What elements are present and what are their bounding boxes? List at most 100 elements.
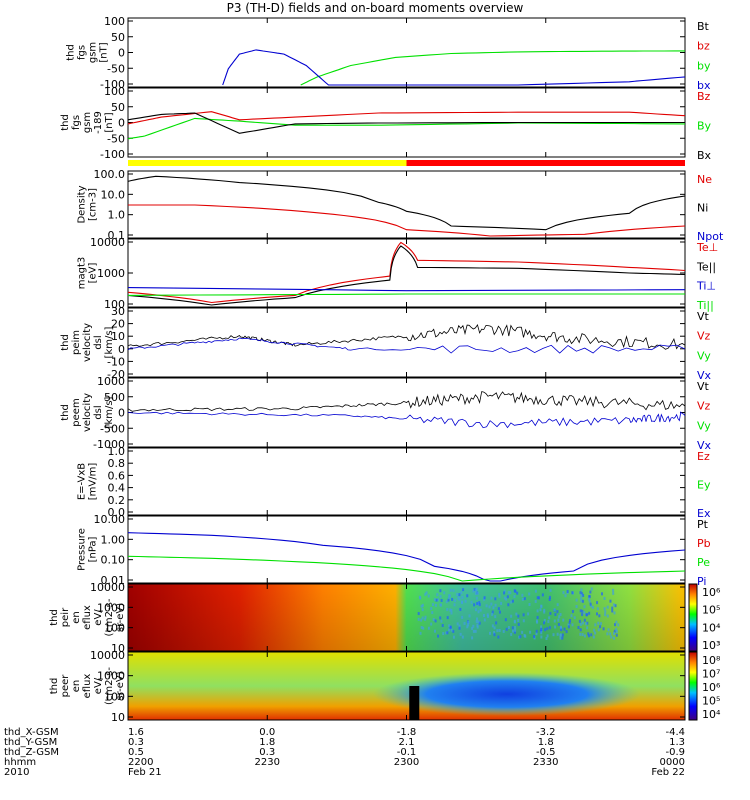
footer-value: 1.6 (128, 727, 144, 738)
y-tick-label: 1000 (97, 601, 125, 614)
footer-value: 2200 (128, 757, 153, 768)
footer-label: thd_X-GSM (4, 727, 59, 738)
panel-temp: 10000 1000 100 magt3 [eV] Te⊥ Te|| Ti⊥ Ti|| (77, 236, 719, 312)
series-ti (127, 293, 685, 296)
y-axis-label: thd (49, 678, 60, 695)
y-tick-label: 1000 (97, 267, 125, 280)
series-ni (127, 175, 686, 231)
y-tick-label: 0 (118, 407, 125, 420)
legend-pt: Pt (697, 518, 709, 531)
footer-value: Feb 21 (128, 767, 162, 778)
y-tick-label: 10 (111, 642, 125, 655)
y-axis-label: dsl (93, 335, 104, 349)
legend-by: by (697, 59, 711, 72)
colorbar (688, 651, 698, 721)
panel-frame (127, 238, 686, 308)
y-axis-label: fgs (77, 45, 88, 60)
footer-value: 2330 (533, 757, 558, 768)
legend-vz: Vz (697, 400, 711, 413)
footer-value: 0000 (660, 757, 685, 768)
y-tick-label: 0.0 (108, 506, 126, 519)
y-tick-label: 100 (104, 298, 125, 311)
series-vx (127, 337, 686, 354)
legend-ez: Ez (697, 450, 710, 463)
y-axis-label: eV/ (93, 609, 104, 626)
colorbar-tick: 10⁵ (702, 604, 720, 617)
y-axis-label: -189 (93, 111, 104, 134)
y-tick-label: 100.0 (94, 168, 126, 181)
legend-pe: Pe (697, 556, 710, 569)
footer-value: 0.3 (128, 737, 144, 748)
y-tick-label: 100 (104, 690, 125, 703)
y-axis-label: (cm2-s- (104, 598, 115, 636)
series-by (127, 117, 686, 140)
y-axis-label: sr-eV) (115, 671, 126, 700)
series-te (127, 245, 686, 306)
footer-value: -1.8 (397, 727, 417, 738)
y-axis-label: [km/s] (104, 326, 115, 358)
y-tick-label: 50 (111, 101, 125, 114)
y-tick-label: 100 (104, 85, 125, 98)
colorbar-tick: 10⁴ (702, 708, 721, 721)
y-tick-label: 50 (111, 31, 125, 44)
series-bz (127, 111, 686, 125)
y-axis-label: [cm-3] (88, 188, 99, 221)
panel-efield: 1.00.80.60.40.20.0 E=-VxB [mV/m] Ez Ey Ex (77, 445, 711, 520)
footer-value: Feb 22 (651, 767, 685, 778)
series-pi (127, 532, 686, 582)
y-tick-label: -50 (107, 132, 125, 145)
colorbar-tick: 10⁶ (702, 681, 721, 694)
y-tick-label: 0 (118, 117, 125, 130)
panel-frame (127, 377, 686, 448)
footer-value: -3.2 (536, 727, 556, 738)
y-tick-label: 0.1 (108, 229, 126, 242)
y-axis-label: eflux (82, 605, 93, 630)
series-ne (128, 204, 686, 237)
series-bx (222, 49, 686, 86)
series-by (300, 50, 685, 86)
y-tick-label: 10.0 (101, 188, 126, 201)
y-axis-label: eV/ (93, 677, 104, 694)
y-axis-label: peim (71, 330, 82, 355)
y-tick-label: 10.00 (94, 513, 126, 526)
y-tick-label: 100 (104, 622, 125, 635)
y-tick-label: 0.8 (108, 457, 126, 470)
footer-label: thd_Y-GSM (4, 737, 57, 748)
y-axis-label: dsl (93, 405, 104, 419)
footer-value: 2.1 (399, 737, 415, 748)
y-axis-label: Pressure (77, 528, 88, 571)
y-tick-label: -500 (100, 422, 125, 435)
y-tick-label: 0.2 (108, 494, 126, 507)
legend-pi: Pi (697, 575, 706, 588)
y-axis-label: eflux (82, 674, 93, 699)
legend-vt: Vt (697, 310, 710, 323)
y-axis-label: peir (60, 607, 71, 627)
y-axis-label: gsm (88, 42, 99, 63)
legend-pb: Pb (697, 537, 711, 550)
y-tick-label: 1000 (97, 375, 125, 388)
colorbar-tick: 10⁵ (702, 695, 720, 708)
y-tick-label: 10 (111, 711, 125, 724)
y-tick-label: 30 (111, 305, 125, 318)
y-tick-label: -10 (107, 355, 125, 368)
y-tick-label: 10 (111, 330, 125, 343)
footer-value: 1.8 (538, 737, 554, 748)
legend-ex: Ex (697, 507, 711, 520)
y-axis-label: en (71, 611, 82, 624)
legend-npot: Npot (697, 230, 724, 243)
footer-label: 2010 (4, 767, 29, 778)
legend-te: Te|| (696, 260, 716, 273)
y-tick-label: 0.6 (108, 469, 126, 482)
y-tick-label: 0.10 (101, 554, 126, 567)
y-tick-label: 100 (104, 15, 125, 28)
y-tick-label: -20 (107, 368, 125, 381)
y-axis-label: E=-VxB (77, 463, 88, 500)
panel-fgs: 100 50 0 -50 -100 thd fgs gsm [nT] Bt bz by bx (66, 15, 711, 92)
panel-pressure: 10.00 1.00 0.10 0.01 Pressure [nPa] Pt Pb Pe Pi (77, 513, 711, 588)
y-axis-label: [eV] (88, 263, 99, 284)
legend-bx: Bx (697, 149, 712, 162)
y-tick-label: -1000 (93, 438, 125, 451)
y-axis-label: thd (49, 609, 60, 626)
y-tick-label: 20 (111, 318, 125, 331)
